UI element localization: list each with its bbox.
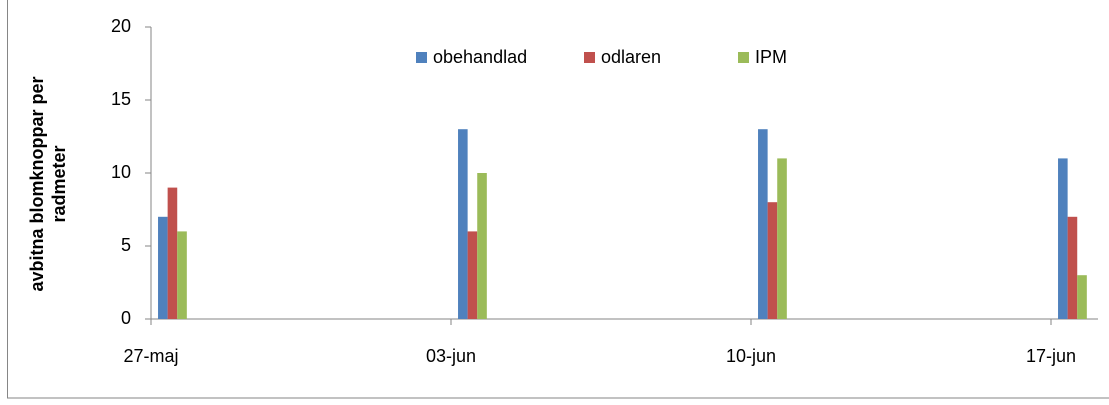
y-axis-label: radmeter (49, 145, 69, 222)
x-tick-label: 17-jun (1026, 346, 1076, 366)
bar (767, 202, 778, 319)
x-tick-label: 10-jun (726, 346, 776, 366)
bar (1058, 158, 1068, 319)
bar (458, 129, 468, 319)
bar (758, 129, 768, 319)
y-axis-label: avbitna blomknoppar per (27, 76, 47, 291)
bar (1067, 216, 1078, 319)
y-tick-label: 15 (111, 89, 131, 109)
legend-swatch (416, 52, 427, 63)
y-tick-label: 0 (121, 308, 131, 328)
bar (1077, 275, 1087, 319)
legend-swatch (738, 52, 749, 63)
chart-frame (7, 0, 1109, 399)
bar (167, 187, 178, 319)
x-tick-label: 03-jun (426, 346, 476, 366)
legend-label: IPM (755, 47, 787, 67)
bar (467, 231, 478, 319)
y-tick-label: 20 (111, 16, 131, 36)
bar (177, 231, 187, 319)
bar (158, 216, 168, 319)
bar (477, 173, 487, 319)
legend-label: odlaren (601, 47, 661, 67)
legend-label: obehandlad (433, 47, 527, 67)
y-tick-label: 5 (121, 235, 131, 255)
bar (777, 158, 787, 319)
y-tick-label: 10 (111, 162, 131, 182)
legend-swatch (584, 52, 595, 63)
x-tick-label: 27-maj (123, 346, 178, 366)
